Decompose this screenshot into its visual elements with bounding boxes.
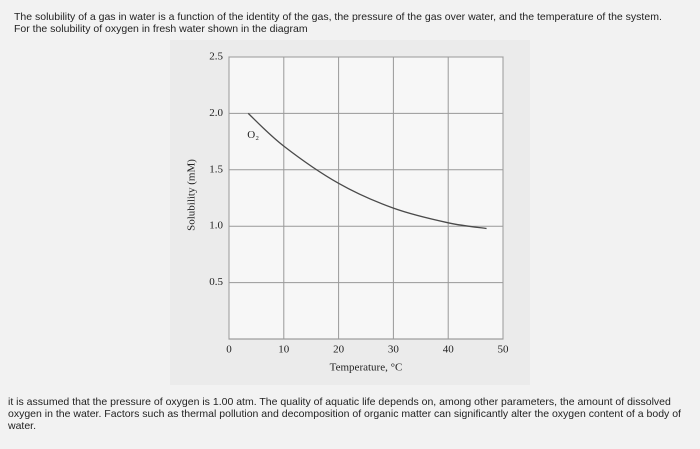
- x-tick-label: 40: [443, 344, 455, 356]
- plot-area: [228, 56, 504, 340]
- x-tick-label: 50: [498, 344, 510, 356]
- intro-text: The solubility of a gas in water is a fu…: [14, 11, 662, 35]
- y-tick-label: 1.5: [209, 163, 223, 175]
- y-tick-label: 1.0: [209, 220, 223, 232]
- y-tick-label: 2.5: [209, 51, 223, 63]
- x-tick-label: 20: [333, 344, 345, 356]
- x-tick-label: 30: [388, 344, 400, 356]
- y-tick-label: 0.5: [209, 276, 223, 288]
- y-tick-label: 2.0: [209, 107, 223, 119]
- chart: Temperature, °C Solubility (mM) 0.5 1.0 1.…: [185, 50, 510, 374]
- outro-text: it is assumed that the pressure of oxyge…: [8, 396, 681, 432]
- x-tick-label: 10: [278, 344, 290, 356]
- x-tick-label: 0: [226, 344, 232, 356]
- data-line: [247, 112, 487, 230]
- x-axis-label: Temperature, °C: [330, 362, 403, 374]
- y-axis-label: Solubility (mM): [186, 159, 198, 231]
- series-label: O₂: [247, 129, 259, 141]
